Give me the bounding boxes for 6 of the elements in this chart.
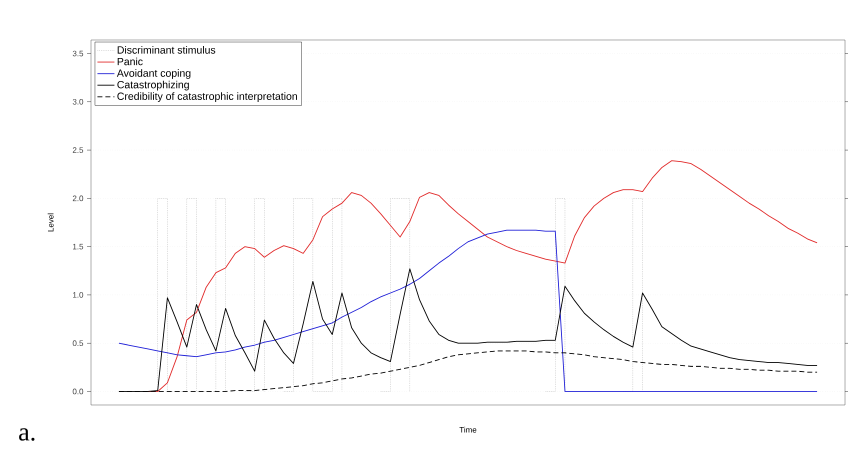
text: a.	[19, 428, 34, 441]
legend-label: Discriminant stimulus	[118, 46, 216, 54]
legend-label: Credibility of catastrophic interpretation	[117, 92, 297, 102]
legend-label: Panic	[118, 58, 143, 66]
legend-label: Avoidant coping	[116, 69, 190, 79]
legend-label: Catastrophizing	[117, 80, 189, 90]
